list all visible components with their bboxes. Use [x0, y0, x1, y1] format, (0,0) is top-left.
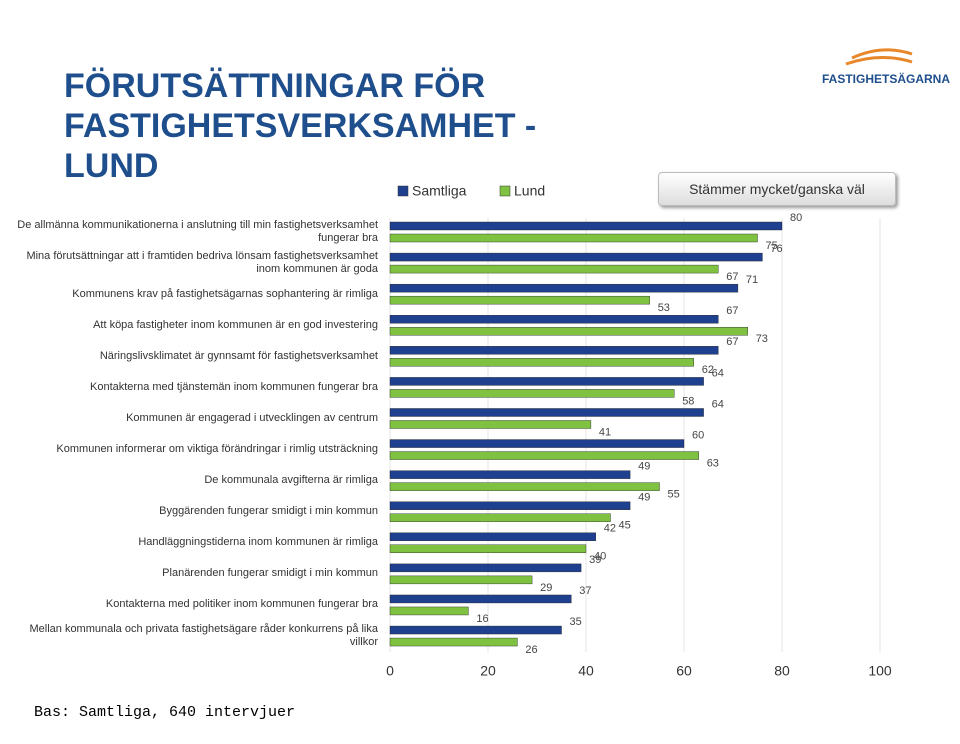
footnote: Bas: Samtliga, 640 intervjuer [34, 704, 296, 721]
category-label: Kommunen informerar om viktiga förändrin… [56, 443, 378, 456]
x-tick-label: 80 [774, 663, 790, 679]
category-label: De kommunala avgifterna är rimliga [204, 474, 378, 487]
value-label: 63 [707, 457, 719, 469]
bar [389, 532, 597, 541]
bar [389, 575, 533, 585]
bar [389, 408, 704, 417]
bar [389, 420, 592, 429]
bar [389, 315, 719, 324]
value-label: 49 [638, 492, 650, 504]
category-label: Kontakterna med tjänstemän inom kommunen… [90, 380, 378, 393]
value-label: 64 [712, 367, 724, 379]
x-tick-label: 40 [578, 663, 594, 679]
category-label: Handläggningstiderna inom kommunen är ri… [138, 536, 378, 549]
bar [389, 451, 699, 460]
bar [389, 233, 758, 243]
category-label: Att köpa fastigheter inom kommunen är en… [93, 318, 378, 331]
category-label: Mellan kommunala och privata fastighetsä… [29, 623, 378, 649]
category-label: Kommunen är engagerad i utvecklingen av … [126, 411, 378, 424]
bar [389, 358, 694, 367]
subtitle-box: Stämmer mycket/ganska väl [658, 172, 896, 206]
bar [389, 501, 631, 510]
bar [389, 625, 562, 635]
value-label: 45 [619, 520, 631, 532]
title: FÖRUTSÄTTNINGAR FÖR FASTIGHETSVERKSAMHET… [64, 67, 537, 185]
bar [389, 513, 611, 522]
bar [389, 346, 719, 355]
value-label: 26 [525, 644, 537, 656]
value-label: 71 [746, 274, 758, 286]
bar [389, 264, 719, 274]
bar [389, 606, 469, 616]
bar [389, 295, 650, 305]
value-label: 67 [726, 271, 738, 283]
value-label: 67 [726, 305, 738, 317]
bar [389, 544, 587, 553]
legend-swatch [499, 185, 511, 197]
category-label: Näringslivsklimatet är gynnsamt för fast… [99, 349, 378, 362]
bar [389, 389, 675, 398]
bar [389, 283, 739, 293]
value-label: 16 [476, 613, 488, 625]
category-label: Kommunens krav på fastighetsägarnas soph… [72, 287, 378, 300]
bar [389, 482, 660, 491]
value-label: 40 [594, 551, 606, 563]
value-label: 80 [790, 212, 802, 224]
logo-mark [845, 48, 913, 66]
x-tick-label: 100 [868, 663, 892, 679]
bar [389, 221, 783, 231]
category-label: Byggärenden fungerar smidigt i min kommu… [159, 505, 378, 518]
value-label: 37 [579, 585, 591, 597]
x-tick-label: 20 [480, 663, 496, 679]
value-label: 39 [589, 554, 601, 566]
legend-label: Samtliga [412, 183, 467, 199]
category-label: Kontakterna med politiker inom kommunen … [105, 598, 378, 611]
category-label: Mina förutsättningar att i framtiden bed… [26, 250, 378, 276]
value-label: 64 [712, 398, 724, 410]
value-label: 58 [682, 395, 694, 407]
value-label: 49 [638, 461, 650, 473]
value-label: 29 [540, 582, 552, 594]
value-label: 62 [702, 364, 714, 376]
bar [389, 637, 518, 647]
legend-label: Lund [514, 183, 545, 199]
value-label: 67 [726, 336, 738, 348]
legend-swatch [397, 185, 409, 197]
bar [389, 470, 631, 479]
value-label: 60 [692, 429, 704, 441]
value-label: 76 [770, 243, 782, 255]
bar [389, 327, 748, 336]
value-label: 75 [766, 240, 778, 252]
bar [389, 439, 685, 448]
bar [389, 377, 704, 386]
bar [389, 252, 763, 262]
value-label: 35 [570, 616, 582, 628]
x-tick-label: 0 [386, 663, 394, 679]
value-label: 41 [599, 426, 611, 438]
category-label: De allmänna kommunikationerna i anslutni… [17, 219, 378, 244]
value-label: 53 [658, 302, 670, 314]
value-label: 73 [756, 333, 768, 345]
x-tick-label: 60 [676, 663, 692, 679]
logo-text: FASTIGHETSÄGARNA [822, 72, 951, 86]
bar [389, 594, 572, 604]
category-label: Planärenden fungerar smidigt i min kommu… [162, 567, 378, 580]
bar [389, 563, 582, 573]
value-label: 42 [604, 523, 616, 535]
value-label: 55 [668, 489, 680, 501]
